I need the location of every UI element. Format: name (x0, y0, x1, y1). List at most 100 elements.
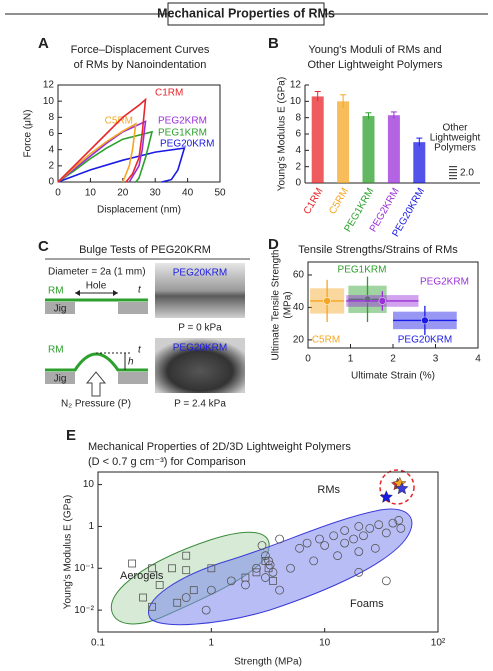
point (340, 538, 350, 548)
point (264, 556, 273, 566)
photo-label: PEG20KRM (173, 343, 227, 354)
hole-label: Hole (86, 281, 107, 292)
gas-label: N₂ Pressure (P) (61, 399, 131, 410)
point (182, 551, 191, 560)
y-tick-label: 0 (48, 177, 54, 188)
y-tick-label: 20 (293, 335, 305, 346)
x-tick-label: 1 (348, 354, 354, 365)
point (381, 528, 391, 538)
x-tick-label: 1 (209, 638, 215, 649)
curve (57, 122, 137, 183)
point (320, 541, 330, 550)
series-label: PEG1KRM (338, 265, 387, 276)
membrane-bulged (45, 352, 148, 372)
point (275, 585, 284, 595)
point (379, 490, 393, 503)
y-tick-label: 10⁻¹ (74, 563, 94, 574)
y-tick-label: 4 (295, 145, 301, 156)
y-tick-label: 10 (290, 96, 302, 107)
y-axis-label: Young's Modulus E (GPa) (277, 77, 288, 191)
series-label: Aerogels (120, 570, 164, 582)
point (148, 564, 156, 573)
photo-label: PEG20KRM (173, 268, 227, 279)
series-label: C5RM (312, 335, 340, 346)
foam-region (147, 508, 413, 626)
point (241, 580, 250, 590)
pressure-label: P = 2.4 kPa (174, 399, 226, 410)
height-label: h (128, 357, 134, 368)
series-label: C1RM (155, 88, 183, 99)
y-axis-label: Force (μN) (23, 110, 34, 158)
point (374, 520, 384, 530)
jig (45, 302, 75, 314)
jig (118, 372, 148, 384)
series-label: PEG2KRM (420, 277, 469, 288)
point (173, 598, 182, 607)
x-tick-label: 10 (319, 638, 331, 649)
point (275, 534, 284, 544)
bar (413, 142, 426, 183)
bar (337, 101, 350, 183)
x-tick-label: 20 (117, 188, 129, 199)
point (381, 576, 391, 586)
x-tick-label: 0 (305, 354, 311, 365)
panel-letter: C (38, 238, 49, 255)
point (378, 297, 387, 305)
y-tick-label: 1 (88, 521, 94, 532)
y-tick-label: 6 (48, 128, 54, 139)
x-tick-label: 0 (55, 188, 61, 199)
point (309, 556, 319, 566)
y-tick-label: 0 (295, 178, 301, 189)
point (395, 481, 409, 495)
point (181, 593, 191, 602)
x-axis-label: Displacement (nm) (97, 205, 181, 216)
point (269, 576, 277, 585)
bulge-panel: C Bulge Tests of PEG20KRM Diameter = 2a … (38, 238, 250, 410)
curve (57, 130, 154, 183)
y-tick-label: 4 (48, 144, 54, 155)
point (396, 523, 406, 533)
x-tick-label: 10 (85, 188, 97, 199)
point (252, 568, 261, 577)
photo (155, 338, 245, 393)
y-tick-label: 40 (293, 302, 305, 313)
series-label: PEG1KRM (158, 128, 207, 139)
point (359, 531, 368, 541)
diameter-label: Diameter = 2a (1 mm) (48, 267, 146, 278)
jig-label: Jig (54, 304, 67, 315)
point (333, 551, 342, 561)
point (128, 559, 137, 568)
other-value: 2.0 (460, 167, 474, 178)
point (261, 573, 270, 582)
thickness-label: t (138, 345, 142, 356)
x-tick-label: C5RM (327, 186, 351, 216)
point (354, 567, 364, 577)
point (323, 297, 331, 305)
panel-letter: E (66, 427, 76, 444)
figure-title: Mechanical Properties of RMs (157, 6, 335, 20)
arrow-heads (75, 290, 118, 296)
point (302, 538, 312, 548)
y-tick-label: 8 (48, 112, 54, 123)
point (261, 551, 270, 561)
other-label: Lightweight (430, 133, 481, 144)
plot-frame (97, 471, 439, 633)
x-tick-label: 0.1 (91, 638, 105, 649)
photo (155, 263, 245, 318)
y-tick-label: 10 (83, 479, 95, 490)
point (265, 560, 275, 570)
point (182, 566, 191, 575)
point (226, 576, 236, 586)
x-tick-label: 30 (150, 188, 162, 199)
rm-label: RM (48, 286, 64, 297)
point (286, 563, 295, 573)
y-tick-label: 12 (43, 80, 55, 91)
x-tick-label: 50 (214, 188, 226, 199)
bar (387, 115, 400, 183)
point (207, 564, 216, 573)
pressure-label: P = 0 kPa (178, 323, 222, 334)
point (354, 522, 364, 531)
point (252, 563, 261, 573)
bar (362, 116, 375, 183)
point (148, 602, 156, 611)
